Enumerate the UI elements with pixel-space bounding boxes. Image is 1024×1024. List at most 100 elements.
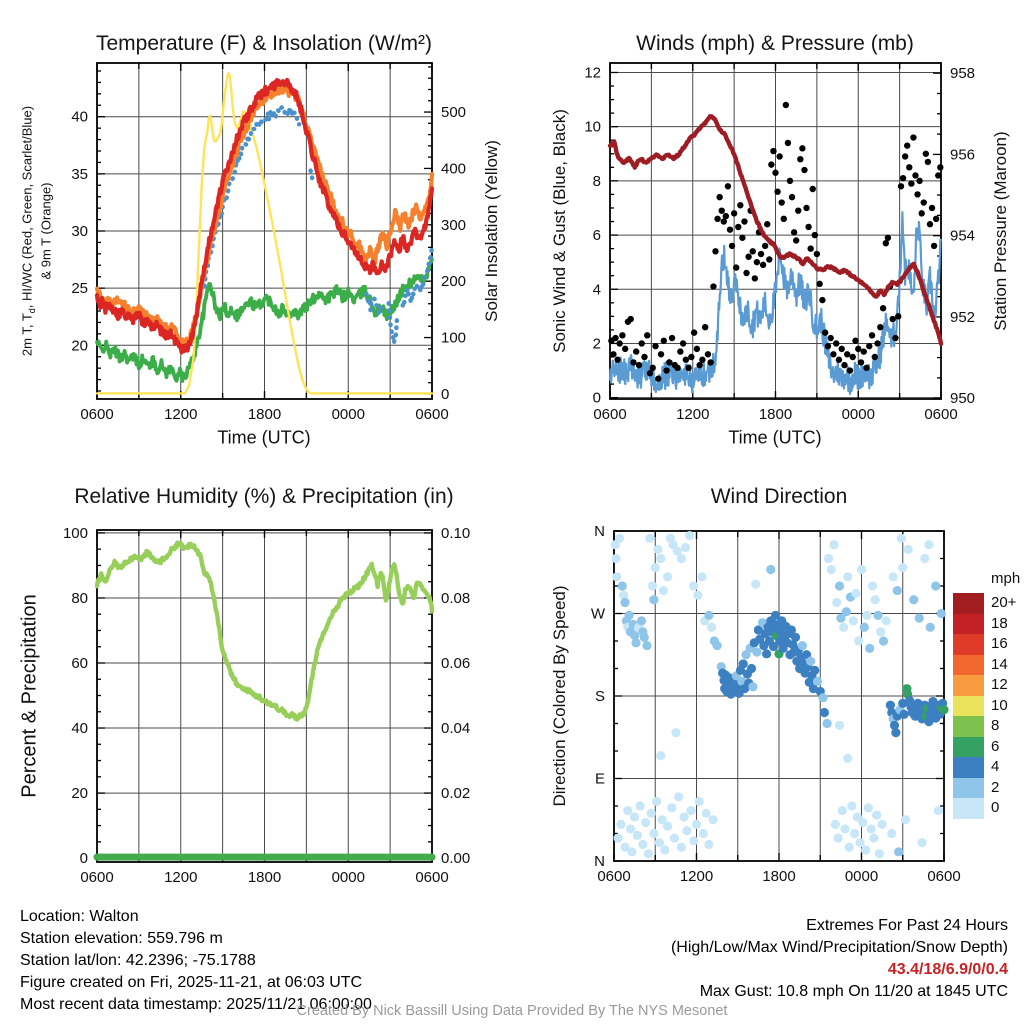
svg-text:100: 100 xyxy=(441,330,466,347)
svg-text:N: N xyxy=(594,853,605,870)
footer-latlon: Station lat/lon: 42.2396; -75.1788 xyxy=(20,952,256,969)
wind-direction-chart-title: Wind Direction xyxy=(710,485,848,508)
svg-text:958: 958 xyxy=(950,65,975,82)
colorbar-label-12: 12 xyxy=(991,676,1008,694)
svg-text:0600: 0600 xyxy=(927,868,960,885)
svg-text:0: 0 xyxy=(593,390,601,407)
colorbar-label-16: 16 xyxy=(991,635,1008,653)
svg-text:0000: 0000 xyxy=(842,406,875,423)
colorbar-swatch-10 xyxy=(953,695,984,716)
insolation-ylabel-right: Solar Insolation (Yellow) xyxy=(482,140,501,322)
colorbar-swatch-18 xyxy=(953,613,984,634)
humidity-chart-title: Relative Humidity (%) & Precipitation (i… xyxy=(74,485,454,508)
svg-text:20: 20 xyxy=(71,785,88,802)
svg-text:10: 10 xyxy=(584,119,601,136)
svg-text:0600: 0600 xyxy=(593,406,626,423)
winds-xlabel: Time (UTC) xyxy=(728,427,822,448)
colorbar-label-8: 8 xyxy=(991,717,1000,735)
svg-text:2: 2 xyxy=(593,335,601,352)
svg-text:1800: 1800 xyxy=(248,406,281,423)
credit-line: Created By Nick Bassill Using Data Provi… xyxy=(296,1003,728,1019)
svg-text:0.10: 0.10 xyxy=(441,525,470,542)
svg-text:956: 956 xyxy=(950,146,975,163)
extremes-title: Extremes For Past 24 Hours xyxy=(806,917,1008,934)
svg-text:0.04: 0.04 xyxy=(441,720,470,737)
svg-text:1200: 1200 xyxy=(676,406,709,423)
svg-text:200: 200 xyxy=(441,273,466,290)
colorbar-label-2: 2 xyxy=(991,778,1000,796)
winds-pressure-chart: 0600 1200 1800 0000 060002468101295095295495… xyxy=(584,62,975,423)
svg-text:0000: 0000 xyxy=(332,406,365,423)
svg-text:S: S xyxy=(595,688,605,705)
colorbar-swatch-4 xyxy=(953,757,984,778)
svg-text:35: 35 xyxy=(71,166,88,183)
svg-text:8: 8 xyxy=(593,173,601,190)
svg-text:20: 20 xyxy=(71,337,88,354)
colorbar-label-14: 14 xyxy=(991,655,1008,673)
colorbar-swatch-20+ xyxy=(953,593,984,614)
svg-text:500: 500 xyxy=(441,104,466,121)
winds-chart-title: Winds (mph) & Pressure (mb) xyxy=(636,32,914,55)
svg-text:0.00: 0.00 xyxy=(441,850,470,867)
wind-ylabel-left: Sonic Wind & Gust (Blue, Black) xyxy=(550,109,569,353)
footer-elevation: Station elevation: 559.796 m xyxy=(20,930,223,947)
colorbar-label-18: 18 xyxy=(991,614,1008,632)
pressure-ylabel-right: Station Pressure (Maroon) xyxy=(991,131,1010,331)
svg-text:0600: 0600 xyxy=(924,406,957,423)
svg-text:N: N xyxy=(594,523,605,540)
svg-text:1800: 1800 xyxy=(248,869,281,886)
colorbar-label-4: 4 xyxy=(991,758,1000,776)
svg-text:25: 25 xyxy=(71,280,88,297)
temperature-chart: 0600 1200 1800 0000 060020253035400100200300… xyxy=(71,62,466,423)
svg-text:80: 80 xyxy=(71,590,88,607)
svg-text:952: 952 xyxy=(950,309,975,326)
svg-text:1200: 1200 xyxy=(164,406,197,423)
svg-text:0600: 0600 xyxy=(80,869,113,886)
svg-text:0.08: 0.08 xyxy=(441,590,470,607)
svg-text:W: W xyxy=(591,606,606,623)
svg-text:950: 950 xyxy=(950,390,975,407)
svg-text:400: 400 xyxy=(441,160,466,177)
svg-text:1200: 1200 xyxy=(164,869,197,886)
colorbar-swatch-16 xyxy=(953,634,984,655)
wind-direction-ylabel-left: Direction (Colored By Speed) xyxy=(550,585,569,807)
colorbar-swatch-8 xyxy=(953,716,984,737)
svg-text:12: 12 xyxy=(584,64,601,81)
svg-text:100: 100 xyxy=(63,525,88,542)
svg-text:40: 40 xyxy=(71,720,88,737)
colorbar-label-6: 6 xyxy=(991,737,1000,755)
svg-text:0.02: 0.02 xyxy=(441,785,470,802)
temperature-chart-title: Temperature (F) & Insolation (W/m²) xyxy=(95,32,433,55)
max-gust: Max Gust: 10.8 mph On 11/20 at 1845 UTC xyxy=(699,983,1008,1000)
svg-text:1800: 1800 xyxy=(762,868,795,885)
svg-text:0600: 0600 xyxy=(597,868,630,885)
humidity-precip-chart: 0600 1200 1800 0000 0600 0 20 40 60 80 100 0.00 0.02… xyxy=(63,525,470,886)
svg-text:60: 60 xyxy=(71,655,88,672)
colorbar-swatch-14 xyxy=(953,654,984,675)
extremes-values: 43.4/18/6.9/0/0.4 xyxy=(887,961,1008,978)
svg-text:E: E xyxy=(595,771,605,788)
svg-text:0: 0 xyxy=(80,850,88,867)
svg-text:0600: 0600 xyxy=(80,406,113,423)
svg-text:0: 0 xyxy=(441,386,449,403)
svg-text:1200: 1200 xyxy=(680,868,713,885)
svg-text:0000: 0000 xyxy=(332,869,365,886)
colorbar-swatch-6 xyxy=(953,736,984,757)
footer-location: Location: Walton xyxy=(20,908,139,925)
svg-text:4: 4 xyxy=(593,281,601,298)
extremes-subtitle: (High/Low/Max Wind/Precipitation/Snow De… xyxy=(670,939,1008,956)
colorbar-swatch-0 xyxy=(953,798,984,819)
colorbar-swatch-12 xyxy=(953,675,984,696)
svg-text:0600: 0600 xyxy=(415,869,448,886)
footer-timestamp: Most recent data timestamp: 2025/11/21 0… xyxy=(20,996,372,1013)
svg-text:30: 30 xyxy=(71,223,88,240)
colorbar-swatch-2 xyxy=(953,777,984,798)
colorbar-label-10: 10 xyxy=(991,696,1008,714)
colorbar-label-0: 0 xyxy=(991,799,1000,817)
svg-text:6: 6 xyxy=(593,227,601,244)
colorbar-label-20+: 20+ xyxy=(991,594,1017,612)
svg-text:1800: 1800 xyxy=(759,406,792,423)
